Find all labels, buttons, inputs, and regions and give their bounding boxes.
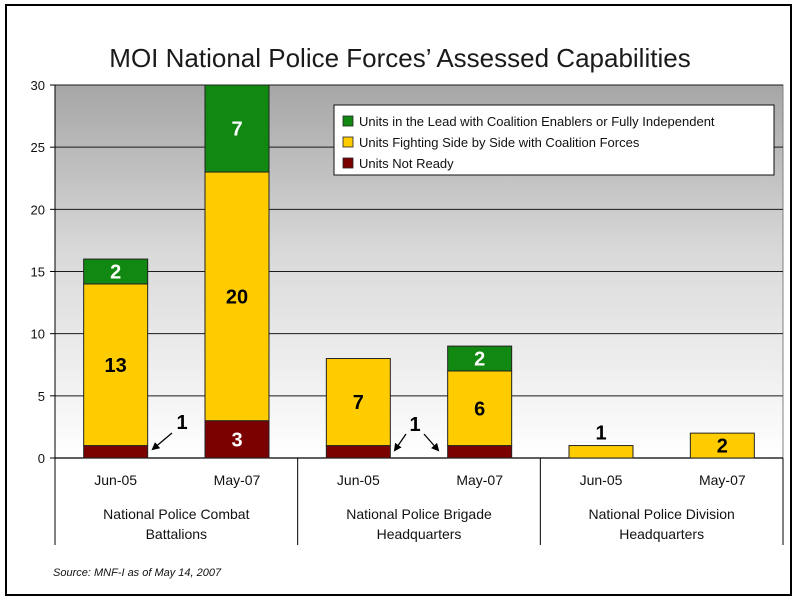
- y-tick-label: 5: [38, 389, 45, 404]
- group-label: National Police Division: [589, 506, 735, 522]
- y-tick-label: 20: [31, 202, 45, 217]
- callout-label: 1: [409, 414, 420, 436]
- data-label: 7: [353, 392, 364, 414]
- x-tick-label: Jun-05: [580, 472, 623, 488]
- legend-label: Units Not Ready: [359, 156, 454, 171]
- y-tick-label: 15: [31, 265, 45, 280]
- y-tick-label: 0: [38, 451, 45, 466]
- legend-box: [333, 104, 775, 176]
- group-label: Battalions: [146, 526, 207, 542]
- bar-segment: [447, 370, 513, 447]
- x-tick-label: May-07: [456, 472, 503, 488]
- callout-arrow: [393, 433, 407, 452]
- y-tick-label: 10: [31, 327, 45, 342]
- data-label: 2: [110, 262, 121, 284]
- data-label: 7: [231, 119, 242, 141]
- bar-segment: [689, 432, 755, 459]
- y-tick-label: 25: [31, 140, 45, 155]
- bar-segment: [204, 420, 270, 459]
- source-note: Source: MNF-I as of May 14, 2007: [53, 567, 222, 579]
- bar-segment: [325, 358, 391, 447]
- data-label: 6: [474, 398, 485, 420]
- data-label: 2: [717, 436, 728, 458]
- group-label: Headquarters: [619, 526, 704, 542]
- bar-segment: [447, 445, 513, 459]
- group-label: Headquarters: [377, 526, 462, 542]
- data-label: 1: [595, 423, 606, 445]
- data-label: 3: [231, 429, 242, 451]
- group-label: National Police Combat: [103, 506, 249, 522]
- bar-segment: [83, 258, 149, 285]
- legend-swatch: [342, 157, 354, 169]
- data-label: 2: [474, 349, 485, 371]
- group-label: National Police Brigade: [346, 506, 492, 522]
- chart-title: MOI National Police Forces’ Assessed Cap…: [109, 43, 691, 73]
- bar-segment: [325, 445, 391, 459]
- bar-segment: [204, 84, 270, 173]
- x-tick-label: May-07: [214, 472, 261, 488]
- x-tick-label: May-07: [699, 472, 746, 488]
- data-label: 20: [226, 286, 248, 308]
- legend-label: Units Fighting Side by Side with Coaliti…: [359, 135, 640, 150]
- data-label: 13: [105, 355, 127, 377]
- bar-segment: [204, 171, 270, 422]
- x-tick-label: Jun-05: [94, 472, 137, 488]
- legend-swatch: [342, 115, 354, 127]
- callout-arrow: [151, 432, 173, 451]
- callout-label: 1: [176, 412, 187, 434]
- callout-arrow: [423, 433, 440, 452]
- x-tick-label: Jun-05: [337, 472, 380, 488]
- legend-label: Units in the Lead with Coalition Enabler…: [359, 114, 715, 129]
- legend-swatch: [342, 136, 354, 148]
- y-tick-label: 30: [31, 78, 45, 93]
- bar-segment: [83, 445, 149, 459]
- bar-segment: [447, 345, 513, 372]
- bar-segment: [568, 445, 634, 459]
